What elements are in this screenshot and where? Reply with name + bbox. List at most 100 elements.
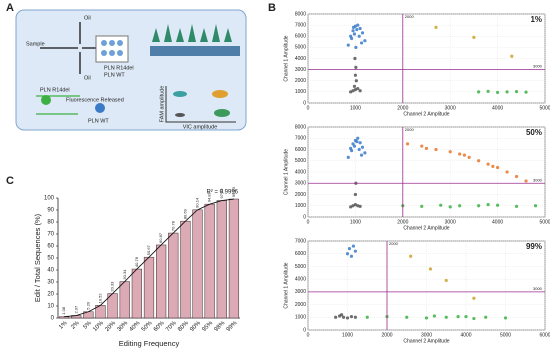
point [349,315,354,319]
threshold-label: 2000 [405,14,415,19]
x-tick-label: 1% [58,320,69,331]
threshold-label: 3000 [533,286,543,291]
point [363,39,367,43]
point [352,32,357,36]
point [350,149,354,153]
point [524,90,528,94]
point [428,267,433,271]
point [496,165,500,170]
y-tick-label: 3000 [295,67,306,73]
point [349,205,353,209]
point [363,151,367,155]
y-tick-label: 4000 [295,169,306,175]
point [444,278,448,283]
point [491,164,495,168]
y-tick-label: 5000 [295,264,306,270]
point [484,315,488,319]
trend-line [64,198,234,318]
diagram-label: PLN WT [104,72,125,78]
point [420,144,424,148]
y-tick-label: 5000 [295,158,306,164]
x-tick-label: 1000 [342,332,353,338]
point [448,205,452,209]
point [486,89,490,93]
point [356,136,360,140]
point [496,203,500,207]
point [448,150,452,154]
point [349,90,353,94]
y-tick-label: 4000 [295,56,306,62]
point [439,203,443,207]
y-tick-label: 0 [303,327,306,333]
point [345,252,350,256]
diagram-label: PLN WT [88,118,109,124]
x-tick-label: 99% [226,320,239,333]
point [514,204,519,208]
y-tick-label: 7000 [295,136,306,142]
point [472,316,476,321]
point [424,316,429,320]
point [360,31,365,35]
x-tick-label: 20% [104,320,117,333]
point [346,155,350,159]
x-tick-label: 3000 [421,332,432,338]
point [353,56,357,61]
y-tick-label: 50 [47,256,54,262]
channel [40,22,100,74]
y-tick-label: 8000 [295,124,306,130]
point [346,43,350,47]
x-axis-label: Channel 2 Amplitude [403,338,449,344]
point [354,65,358,69]
point [351,204,355,208]
bar [58,316,70,319]
cluster [175,113,185,117]
point [351,29,355,33]
y-tick-label: 5000 [295,45,306,51]
point [524,179,528,183]
point [359,153,364,157]
point [458,204,462,208]
point [424,146,429,150]
bar [119,281,130,319]
point [357,147,361,152]
bar [228,198,240,319]
droplet [101,40,107,46]
x-tick-label: 30% [117,320,130,333]
point [533,204,538,208]
point [405,315,409,319]
x-tick-label: 2000 [397,219,408,225]
point [365,315,369,319]
bar [216,200,227,319]
x-tick-label: 50% [141,320,154,333]
diagram: Oil Sample Oil PLN R14del PLN WT PLN R14… [15,9,247,131]
y-tick-label: 1000 [295,89,306,95]
droplet [117,50,123,56]
droplet [109,40,115,46]
y-tick-label: 10 [47,304,54,310]
y-tick-label: 2000 [295,78,306,84]
point [351,244,356,248]
diagram-label: VIC amplitude [183,124,218,130]
point [359,41,364,45]
y-axis-label: Channel 1 Amplitude [283,149,289,195]
point [357,34,361,38]
bar [156,244,167,319]
cluster [214,109,230,117]
value-label: 10.52 [98,293,103,304]
y-tick-label: 60 [47,244,54,250]
point [352,84,357,88]
y-tick-label: 30 [47,280,54,286]
point [514,90,519,94]
value-label: 30.34 [122,269,127,280]
threshold-label: 2000 [389,241,399,246]
panel-label: C [6,175,14,187]
droplets [95,35,129,63]
x-tick-label: 80% [177,320,190,333]
x-tick-label: 0 [307,332,310,338]
x-tick-label: 4000 [460,332,471,338]
point [434,147,438,152]
point [353,249,357,253]
y-axis-label: Channel 1 Amplitude [283,35,289,81]
diagram-label: FAM amplitude [159,86,165,123]
